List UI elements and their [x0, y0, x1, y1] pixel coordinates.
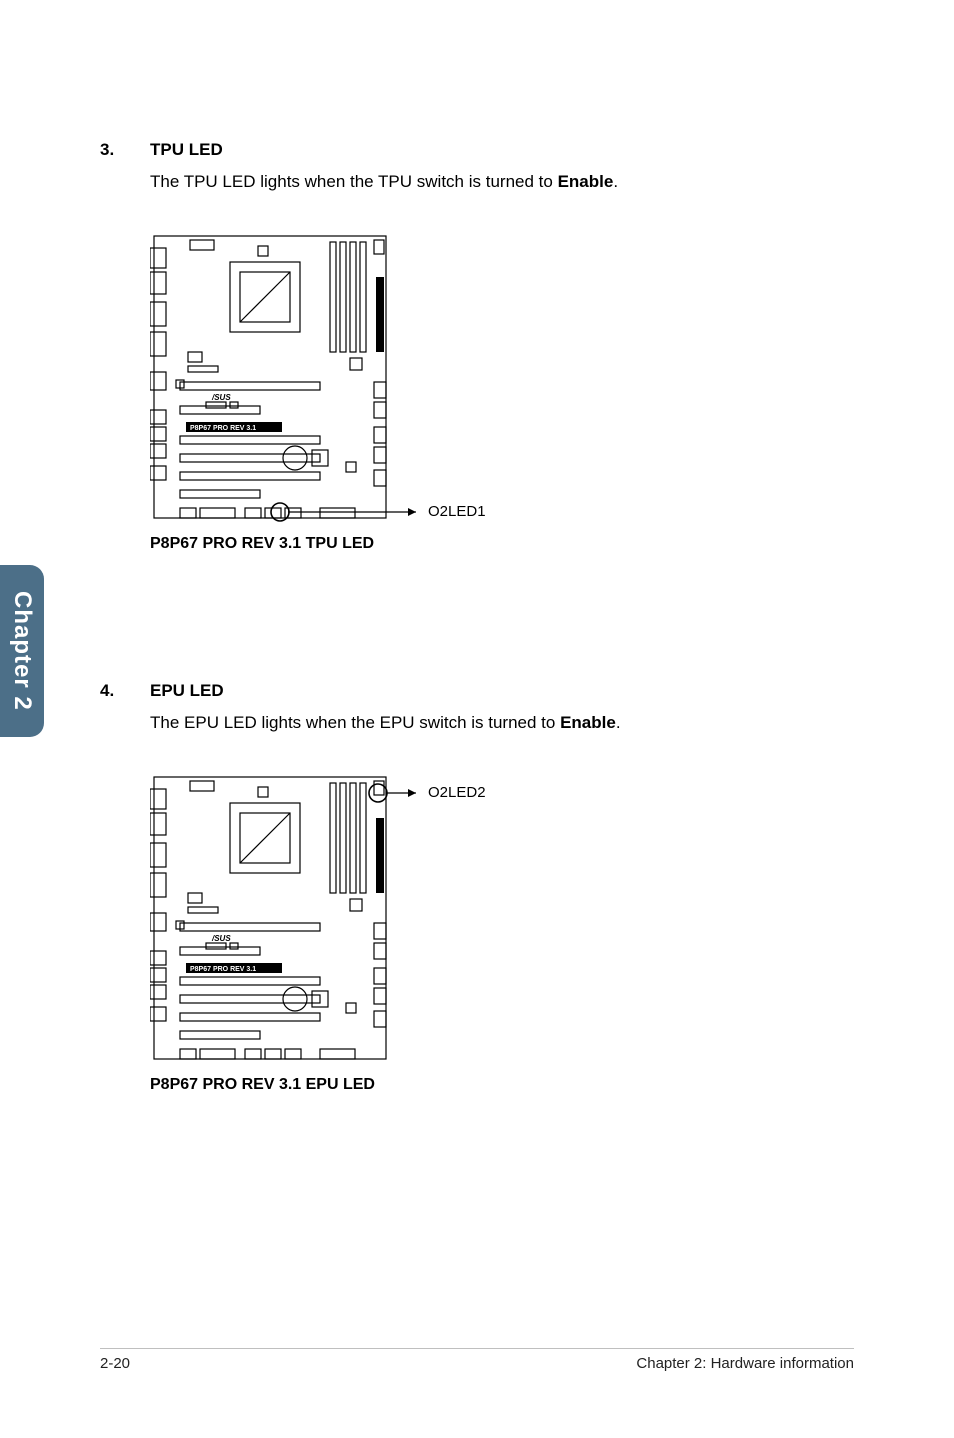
- section-title: EPU LED: [150, 681, 854, 701]
- svg-text:/SUS: /SUS: [211, 934, 231, 943]
- section-number: 3.: [100, 140, 150, 212]
- diagram-row: P8P67 PRO REV 3.1 /SUS O2LED1: [150, 232, 854, 533]
- chapter-tab: Chapter 2: [0, 565, 44, 737]
- diagram-tpu: P8P67 PRO REV 3.1 /SUS O2LED1 P8P67 PRO …: [150, 232, 854, 553]
- section-text: The EPU LED lights when the EPU switch i…: [150, 711, 854, 735]
- section-body: TPU LED The TPU LED lights when the TPU …: [150, 140, 854, 212]
- section-text: The TPU LED lights when the TPU switch i…: [150, 170, 854, 194]
- svg-text:O2LED2: O2LED2: [428, 784, 486, 801]
- motherboard-diagram: P8P67 PRO REV 3.1 /SUS O2LED2: [150, 773, 550, 1074]
- svg-text:P8P67 PRO REV 3.1: P8P67 PRO REV 3.1: [190, 425, 256, 432]
- section-number: 4.: [100, 681, 150, 753]
- footer-chapter: Chapter 2: Hardware information: [636, 1355, 854, 1372]
- chapter-tab-label: Chapter 2: [8, 591, 36, 711]
- page-content: 3. TPU LED The TPU LED lights when the T…: [0, 0, 954, 1094]
- section-epu: 4. EPU LED The EPU LED lights when the E…: [100, 681, 854, 753]
- motherboard-diagram: P8P67 PRO REV 3.1 /SUS O2LED1: [150, 232, 550, 533]
- page-footer: 2-20 Chapter 2: Hardware information: [100, 1348, 854, 1372]
- section-body: EPU LED The EPU LED lights when the EPU …: [150, 681, 854, 753]
- diagram-caption: P8P67 PRO REV 3.1 TPU LED: [150, 535, 854, 553]
- svg-text:O2LED1: O2LED1: [428, 503, 486, 520]
- section-tpu: 3. TPU LED The TPU LED lights when the T…: [100, 140, 854, 212]
- diagram-caption: P8P67 PRO REV 3.1 EPU LED: [150, 1076, 854, 1094]
- diagram-epu: P8P67 PRO REV 3.1 /SUS O2LED2 P8P67 PRO …: [150, 773, 854, 1094]
- page-number: 2-20: [100, 1355, 130, 1372]
- diagram-row: P8P67 PRO REV 3.1 /SUS O2LED2: [150, 773, 854, 1074]
- svg-text:P8P67 PRO REV 3.1: P8P67 PRO REV 3.1: [190, 966, 256, 973]
- svg-text:/SUS: /SUS: [211, 393, 231, 402]
- section-title: TPU LED: [150, 140, 854, 160]
